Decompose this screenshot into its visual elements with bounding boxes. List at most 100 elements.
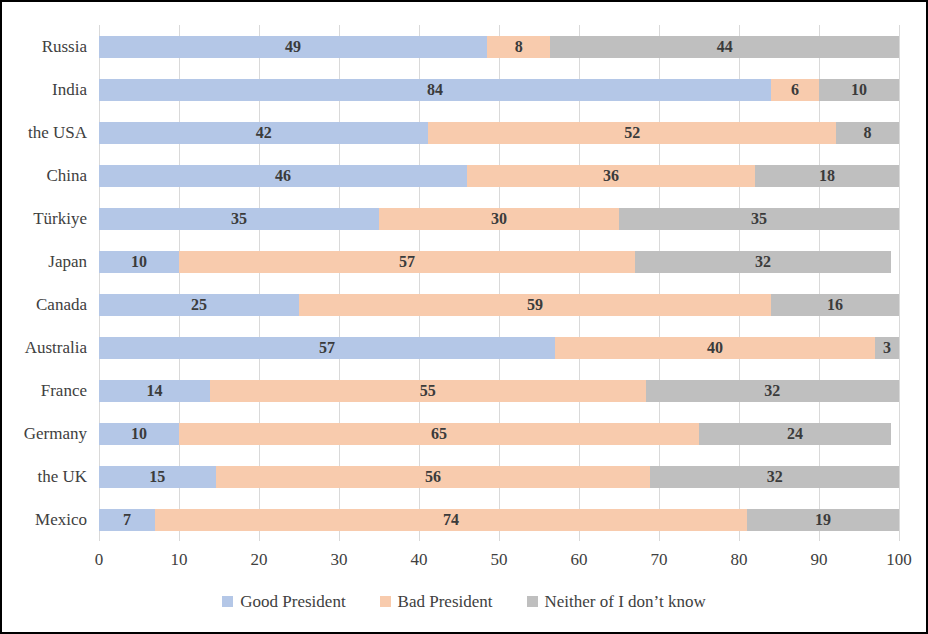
legend-swatch-icon bbox=[527, 596, 538, 607]
bar-segment-neither-of-i-don-t-know: 44 bbox=[550, 36, 899, 58]
data-label: 49 bbox=[285, 39, 301, 55]
data-label: 35 bbox=[231, 211, 247, 227]
bar-row-the-uk: the UK155632 bbox=[99, 455, 899, 498]
category-label: India bbox=[52, 81, 87, 98]
bar-segment-neither-of-i-don-t-know: 32 bbox=[650, 466, 899, 488]
bar-segment-neither-of-i-don-t-know: 8 bbox=[836, 122, 899, 144]
stacked-bar: 145532 bbox=[99, 380, 899, 402]
data-label: 40 bbox=[707, 340, 723, 356]
legend-label: Good President bbox=[240, 593, 345, 610]
data-label: 8 bbox=[864, 125, 872, 141]
bar-segment-bad-president: 56 bbox=[216, 466, 651, 488]
category-label: Germany bbox=[24, 425, 87, 442]
stacked-bar: 49 8 44 bbox=[99, 36, 899, 58]
data-label: 3 bbox=[883, 340, 891, 356]
bar-segment-good-president: 84 bbox=[99, 79, 771, 101]
data-label: 46 bbox=[275, 168, 291, 184]
bar-segment-bad-president: 8 bbox=[487, 36, 550, 58]
data-label: 74 bbox=[443, 512, 459, 528]
bar-segment-bad-president: 57 bbox=[179, 251, 635, 273]
bar-segment-bad-president: 74 bbox=[155, 509, 747, 531]
bar-row-japan: Japan105732 bbox=[99, 240, 899, 283]
x-tick-label-90: 90 bbox=[811, 551, 828, 568]
data-label: 10 bbox=[131, 254, 147, 270]
data-label: 6 bbox=[791, 82, 799, 98]
bar-segment-neither-of-i-don-t-know: 10 bbox=[819, 79, 899, 101]
bar-segment-good-president: 25 bbox=[99, 294, 299, 316]
data-label: 32 bbox=[767, 469, 783, 485]
bar-segment-bad-president: 36 bbox=[467, 165, 755, 187]
bar-segment-good-president: 10 bbox=[99, 423, 179, 445]
data-label: 57 bbox=[399, 254, 415, 270]
x-tick-label-50: 50 bbox=[491, 551, 508, 568]
data-label: 32 bbox=[755, 254, 771, 270]
bar-segment-good-president: 46 bbox=[99, 165, 467, 187]
bar-segment-good-president: 42 bbox=[99, 122, 428, 144]
bar-row-mexico: Mexico77419 bbox=[99, 498, 899, 541]
data-label: 7 bbox=[123, 512, 131, 528]
data-label: 15 bbox=[149, 469, 165, 485]
stacked-bar: 15 56 32 bbox=[99, 466, 899, 488]
bar-row-russia: Russia49844 bbox=[99, 25, 899, 68]
data-label: 44 bbox=[717, 39, 733, 55]
bar-segment-bad-president: 30 bbox=[379, 208, 619, 230]
stacked-bar: 7 74 19 bbox=[99, 509, 899, 531]
x-tick-label-100: 100 bbox=[886, 551, 912, 568]
data-label: 25 bbox=[191, 297, 207, 313]
category-label: Canada bbox=[36, 296, 87, 313]
data-label: 55 bbox=[420, 383, 436, 399]
stacked-bar: 84 6 10 bbox=[99, 79, 899, 101]
bar-segment-good-president: 14 bbox=[99, 380, 210, 402]
bar-row-australia: Australia57403 bbox=[99, 326, 899, 369]
stacked-bar: 10 57 32 bbox=[99, 251, 899, 273]
bar-segment-bad-president: 65 bbox=[179, 423, 699, 445]
category-label: France bbox=[41, 382, 87, 399]
bar-row-the-usa: the USA42528 bbox=[99, 111, 899, 154]
data-label: 59 bbox=[527, 297, 543, 313]
category-label: Türkiye bbox=[33, 210, 87, 227]
legend-item-bad-president: Bad President bbox=[380, 593, 493, 610]
bar-segment-neither-of-i-don-t-know: 19 bbox=[747, 509, 899, 531]
category-label: Russia bbox=[42, 38, 87, 55]
x-tick-label-0: 0 bbox=[95, 551, 104, 568]
bar-segment-neither-of-i-don-t-know: 24 bbox=[699, 423, 891, 445]
data-label: 56 bbox=[425, 469, 441, 485]
stacked-bar: 35 30 35 bbox=[99, 208, 899, 230]
bar-segment-bad-president: 59 bbox=[299, 294, 771, 316]
gridline-x-100 bbox=[899, 25, 900, 541]
bar-row-germany: Germany106524 bbox=[99, 412, 899, 455]
category-label: Australia bbox=[25, 339, 87, 356]
bar-segment-good-president: 35 bbox=[99, 208, 379, 230]
category-label: the USA bbox=[28, 124, 87, 141]
legend-label: Bad President bbox=[398, 593, 493, 610]
plot-area: Russia49844India84610the USA42528China46… bbox=[99, 25, 899, 541]
data-label: 14 bbox=[146, 383, 162, 399]
bar-row-türkiye: Türkiye353035 bbox=[99, 197, 899, 240]
bar-segment-neither-of-i-don-t-know: 35 bbox=[619, 208, 899, 230]
data-label: 8 bbox=[515, 39, 523, 55]
stacked-bar: 463618 bbox=[99, 165, 899, 187]
bar-row-france: France145532 bbox=[99, 369, 899, 412]
data-label: 57 bbox=[319, 340, 335, 356]
x-tick-label-60: 60 bbox=[571, 551, 588, 568]
stacked-bar: 25 59 16 bbox=[99, 294, 899, 316]
bar-segment-neither-of-i-don-t-know: 32 bbox=[635, 251, 891, 273]
data-label: 35 bbox=[751, 211, 767, 227]
data-label: 19 bbox=[815, 512, 831, 528]
bar-segment-bad-president: 52 bbox=[428, 122, 836, 144]
x-tick-label-20: 20 bbox=[251, 551, 268, 568]
category-label: the UK bbox=[37, 468, 87, 485]
data-label: 36 bbox=[603, 168, 619, 184]
category-label: China bbox=[46, 167, 87, 184]
chart-figure: Russia 49 8 44 India 84 6 10 the USA 42 52 8 China 46… bbox=[0, 0, 928, 634]
bar-segment-bad-president: 40 bbox=[555, 337, 875, 359]
data-label: 65 bbox=[431, 426, 447, 442]
data-label: 52 bbox=[624, 125, 640, 141]
data-label: 10 bbox=[851, 82, 867, 98]
x-tick-label-40: 40 bbox=[411, 551, 428, 568]
bar-segment-bad-president: 55 bbox=[210, 380, 646, 402]
bar-row-china: China463618 bbox=[99, 154, 899, 197]
x-tick-label-30: 30 bbox=[331, 551, 348, 568]
data-label: 24 bbox=[787, 426, 803, 442]
bar-segment-neither-of-i-don-t-know: 16 bbox=[771, 294, 899, 316]
